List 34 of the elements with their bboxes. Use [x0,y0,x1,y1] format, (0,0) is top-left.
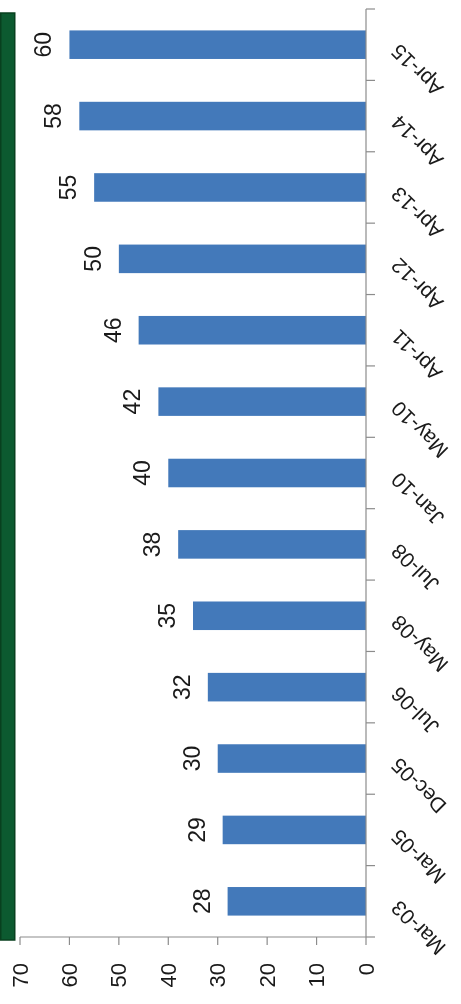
bar [94,173,366,202]
data-label: 58 [40,103,67,129]
bar [168,458,366,488]
data-label: 42 [119,388,146,415]
x-tick-label: 70 [7,963,33,988]
x-tick-label: 60 [56,963,82,988]
data-label: 55 [55,174,82,201]
bar [217,744,366,773]
data-label: 35 [154,602,180,629]
x-tick-label: 20 [254,963,280,988]
bar [138,315,366,345]
bar [178,530,366,559]
bar [227,887,366,916]
bar [79,101,366,131]
data-label: 60 [30,31,57,58]
data-label: 40 [129,460,156,486]
data-label: 29 [183,817,210,843]
data-label: 32 [168,674,195,700]
x-tick-label: 10 [304,963,330,988]
data-label: 28 [188,888,215,915]
bar [193,601,366,631]
x-tick-label: 50 [106,963,132,988]
x-tick-label: 0 [353,963,379,976]
bar [158,387,366,416]
data-label: 30 [178,745,205,772]
x-tick-label: 40 [155,963,181,988]
data-label: 46 [99,317,126,344]
bar [69,30,366,59]
bar [222,815,366,845]
x-tick-label: 30 [205,963,231,988]
data-label: 38 [139,531,166,558]
bar [118,244,366,274]
data-label: 50 [79,246,106,272]
bar [207,672,366,702]
